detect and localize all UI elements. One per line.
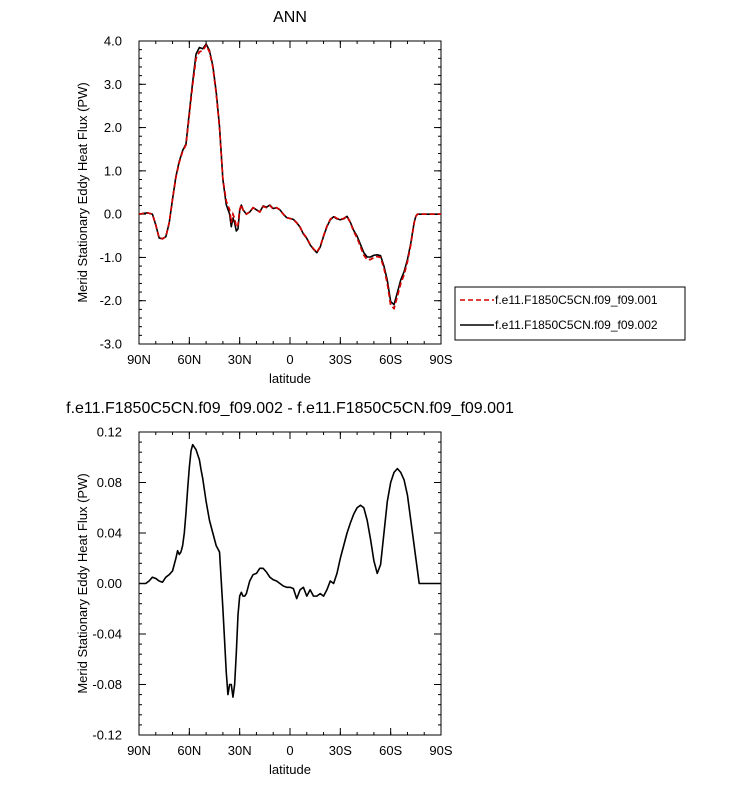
- chart-panel-1: ANN 4.0 3.0 2.0 1.0 0.0 -1.0 -2.0 -3.0 90N 60N 30N 0…: [75, 9, 453, 386]
- y-tick-label: -2.0: [100, 293, 122, 308]
- series-line-1: [139, 443, 441, 698]
- y-tick-label: 0.12: [97, 425, 122, 440]
- y-tick-label: -1.0: [100, 250, 122, 265]
- y-tick-label: 0.0: [104, 207, 122, 222]
- x-tick-label: 90N: [127, 352, 151, 367]
- x-tick-label: 30S: [329, 352, 352, 367]
- x-tick-label: 30N: [228, 743, 252, 758]
- x-tick-label: 90S: [429, 352, 452, 367]
- x-tick-label: 60N: [177, 352, 201, 367]
- legend-box: [454, 286, 686, 341]
- y-tick-label: -3.0: [100, 337, 122, 352]
- x-tick-label: 60S: [379, 743, 402, 758]
- series-line-1-overlay: [138, 43, 441, 311]
- y-tick-label: 3.0: [104, 77, 122, 92]
- x-tick-label: 0: [286, 352, 293, 367]
- chart-panel-2: f.e11.F1850C5CN.f09_f09.002 - f.e11.F185…: [66, 400, 514, 777]
- chart-title: f.e11.F1850C5CN.f09_f09.002 - f.e11.F185…: [66, 400, 514, 417]
- y-tick-label: -0.12: [92, 728, 122, 743]
- x-axis-title: latitude: [269, 371, 311, 386]
- y-tick-label: 1.0: [104, 163, 122, 178]
- y-tick-label: -0.08: [92, 677, 122, 692]
- x-tick-label: 0: [286, 743, 293, 758]
- x-tick-label: 60S: [379, 352, 402, 367]
- y-axis-title: Merid Stationary Eddy Heat Flux (PW): [75, 473, 90, 693]
- y-tick-label: -0.04: [92, 627, 122, 642]
- x-tick-label: 90S: [429, 743, 452, 758]
- x-tick-label: 30N: [228, 352, 252, 367]
- y-tick-label: 2.0: [104, 120, 122, 135]
- chart-title: ANN: [273, 9, 307, 26]
- y-axis-title: Merid Stationary Eddy Heat Flux (PW): [75, 82, 90, 302]
- x-tick-label: 60N: [177, 743, 201, 758]
- y-tick-label: 0.04: [97, 526, 122, 541]
- series-line-2: [138, 43, 441, 306]
- legend: f.e11.F1850C5CN.f09_f09.001 f.e11.F1850C5…: [454, 286, 686, 341]
- y-tick-label: 0.08: [97, 475, 122, 490]
- x-tick-label: 90N: [127, 743, 151, 758]
- x-axis-title: latitude: [269, 762, 311, 777]
- legend-label-1: f.e11.F1850C5CN.f09_f09.001: [495, 293, 658, 307]
- y-tick-label: 4.0: [104, 34, 122, 49]
- x-tick-label: 30S: [329, 743, 352, 758]
- series-line-1: [138, 44, 441, 310]
- plot-frame: [138, 431, 442, 736]
- y-tick-label: 0.00: [97, 576, 122, 591]
- legend-label-2: f.e11.F1850C5CN.f09_f09.002: [495, 318, 658, 332]
